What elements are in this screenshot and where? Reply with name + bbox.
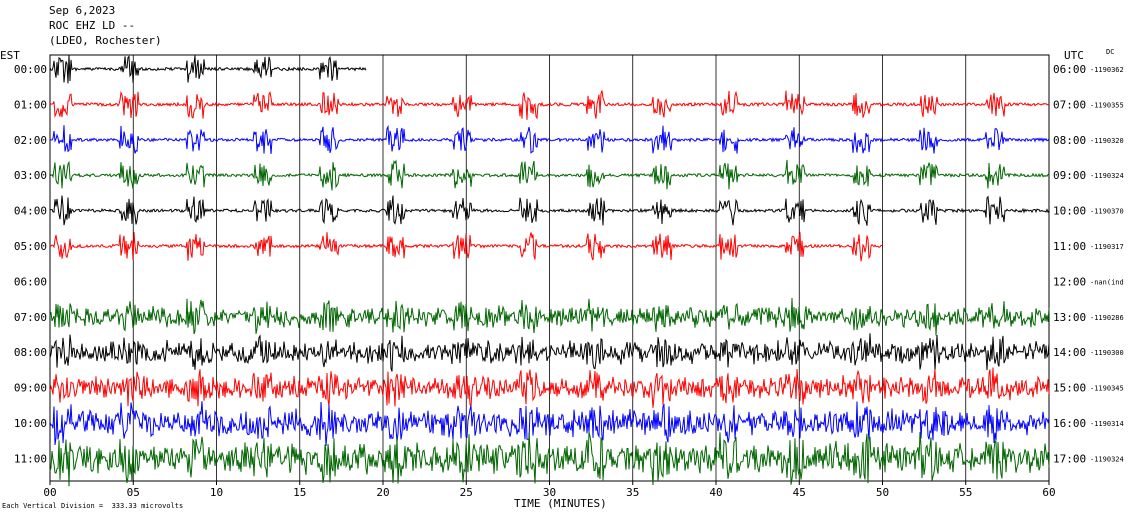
row-dc-label: -1190355: [1090, 101, 1124, 109]
row-est-label: 11:00: [14, 452, 47, 465]
row-dc-label: -1190317: [1090, 243, 1124, 251]
x-tick-label: 45: [793, 486, 806, 499]
row-utc-label: 16:00: [1053, 417, 1086, 430]
seismic-trace: [49, 367, 1050, 409]
chart-date: Sep 6,2023: [49, 4, 116, 17]
row-utc-label: 17:00: [1053, 452, 1086, 465]
chart-network: (LDEO, Rochester): [49, 34, 162, 47]
row-utc-label: 14:00: [1053, 346, 1086, 359]
chart-station: ROC EHZ LD --: [49, 19, 136, 32]
seismic-trace: [49, 90, 1050, 120]
seismic-trace: [49, 195, 1050, 226]
row-dc-label: -1190362: [1090, 66, 1124, 74]
row-est-label: 01:00: [14, 98, 47, 111]
row-utc-label: 09:00: [1053, 169, 1086, 182]
seismic-trace: [49, 431, 1050, 487]
x-tick-label: 30: [543, 486, 556, 499]
row-dc-label: -1190370: [1090, 208, 1124, 216]
row-est-label: 00:00: [14, 63, 47, 76]
vertical-scale-note: Each Vertical Division = 333.33 microvol…: [2, 502, 184, 510]
dc-label: DC: [1106, 48, 1115, 56]
row-dc-label: -nan(ind: [1090, 278, 1124, 286]
row-utc-label: 06:00: [1053, 63, 1086, 76]
row-est-label: 08:00: [14, 346, 47, 359]
row-utc-label: 08:00: [1053, 134, 1086, 147]
x-tick-label: 55: [959, 486, 972, 499]
row-dc-label: -1190300: [1090, 349, 1124, 357]
seismic-trace: [49, 297, 1050, 336]
x-tick-label: 35: [626, 486, 639, 499]
row-est-label: 03:00: [14, 169, 47, 182]
row-dc-label: -1190286: [1090, 314, 1124, 322]
x-tick-label: 10: [210, 486, 223, 499]
seismic-trace: [49, 55, 367, 84]
x-tick-label: 00: [43, 486, 56, 499]
x-tick-label: 15: [293, 486, 306, 499]
row-est-label: 05:00: [14, 240, 47, 253]
seismic-trace: [49, 159, 1050, 191]
row-est-label: 04:00: [14, 205, 47, 218]
row-utc-label: 10:00: [1053, 205, 1086, 218]
row-dc-label: -1190324: [1090, 455, 1124, 463]
x-tick-label: 05: [127, 486, 140, 499]
row-est-label: 07:00: [14, 311, 47, 324]
row-est-label: 10:00: [14, 417, 47, 430]
right-zone-label: UTC: [1064, 49, 1084, 62]
row-utc-label: 13:00: [1053, 311, 1086, 324]
row-dc-label: -1190345: [1090, 385, 1124, 393]
row-est-label: 09:00: [14, 382, 47, 395]
seismic-trace: [49, 401, 1050, 447]
x-tick-label: 25: [460, 486, 473, 499]
seismic-trace: [49, 232, 883, 262]
row-utc-label: 12:00: [1053, 275, 1086, 288]
seismic-trace: [49, 124, 1050, 155]
x-tick-label: 40: [709, 486, 722, 499]
row-dc-label: -1190320: [1090, 137, 1124, 145]
seismic-trace: [49, 333, 1050, 372]
row-est-label: 06:00: [14, 275, 47, 288]
x-tick-label: 20: [376, 486, 389, 499]
x-tick-label: 60: [1042, 486, 1055, 499]
x-tick-label: 50: [876, 486, 889, 499]
row-dc-label: -1190314: [1090, 420, 1124, 428]
row-dc-label: -1190324: [1090, 172, 1124, 180]
left-zone-label: EST: [0, 49, 20, 62]
row-utc-label: 11:00: [1053, 240, 1086, 253]
row-utc-label: 15:00: [1053, 382, 1086, 395]
row-est-label: 02:00: [14, 134, 47, 147]
x-axis-label: TIME (MINUTES): [514, 497, 607, 510]
row-utc-label: 07:00: [1053, 98, 1086, 111]
